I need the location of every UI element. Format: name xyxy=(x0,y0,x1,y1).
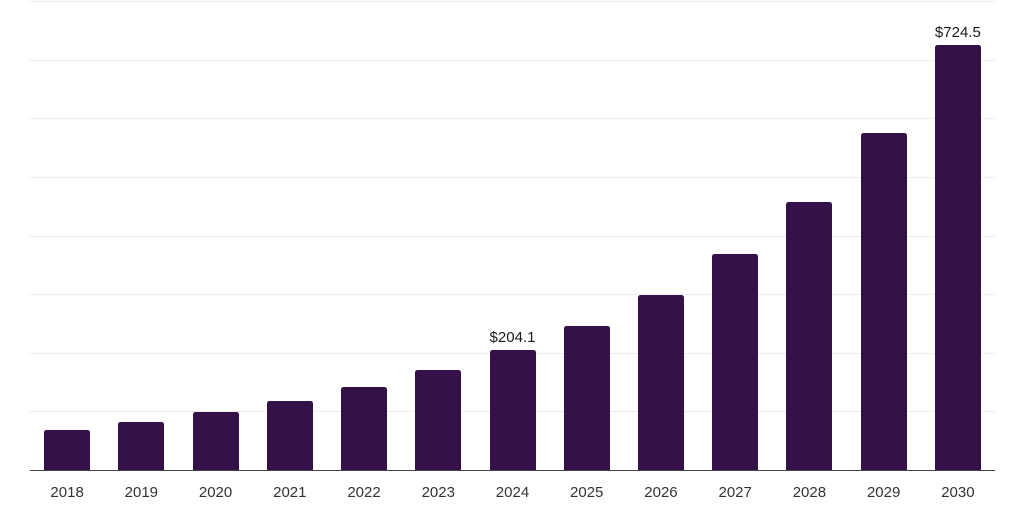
bar-2027 xyxy=(712,253,759,470)
x-tick-2030: 2030 xyxy=(941,484,975,501)
x-tick-2019: 2019 xyxy=(124,484,159,501)
bar-2023 xyxy=(415,370,462,470)
bar-2026 xyxy=(637,295,684,470)
x-tick-2018: 2018 xyxy=(50,484,84,501)
x-tick-2026: 2026 xyxy=(644,484,678,501)
gridline-400 xyxy=(30,235,995,237)
gridline-600 xyxy=(30,118,995,120)
gridline-500 xyxy=(30,176,995,178)
x-tick-2023: 2023 xyxy=(421,484,455,501)
x-tick-2020: 2020 xyxy=(198,484,233,501)
bar-2019 xyxy=(118,421,165,470)
x-tick-2029: 2029 xyxy=(866,484,901,501)
bar-2020 xyxy=(192,412,239,470)
gridline-700 xyxy=(30,59,995,61)
gridline-800 xyxy=(30,1,995,2)
value-label-2030: $724.5 xyxy=(934,24,981,42)
x-tick-2024: 2024 xyxy=(495,484,530,501)
bar-2022 xyxy=(341,386,388,470)
x-tick-2022: 2022 xyxy=(347,484,381,501)
plot-area: $204.1 $724.5 xyxy=(30,1,995,470)
x-tick-2025: 2025 xyxy=(570,484,604,501)
bar-2028 xyxy=(786,202,833,470)
bar-2021 xyxy=(266,400,313,470)
bar-2030 xyxy=(934,45,981,470)
x-tick-2027: 2027 xyxy=(718,484,752,501)
bar-2029 xyxy=(860,132,907,470)
bar-2025 xyxy=(563,325,610,470)
bar-2018 xyxy=(44,429,91,470)
gridline-300 xyxy=(30,294,995,296)
x-axis-line xyxy=(30,470,995,471)
x-tick-2028: 2028 xyxy=(792,484,827,501)
x-axis-tick-labels: 2018 2019 2020 2021 2022 2023 2024 2025 2026 2027… xyxy=(30,483,995,507)
x-tick-2021: 2021 xyxy=(273,484,307,501)
value-label-2024: $204.1 xyxy=(489,329,536,347)
bar-2024 xyxy=(489,350,536,470)
